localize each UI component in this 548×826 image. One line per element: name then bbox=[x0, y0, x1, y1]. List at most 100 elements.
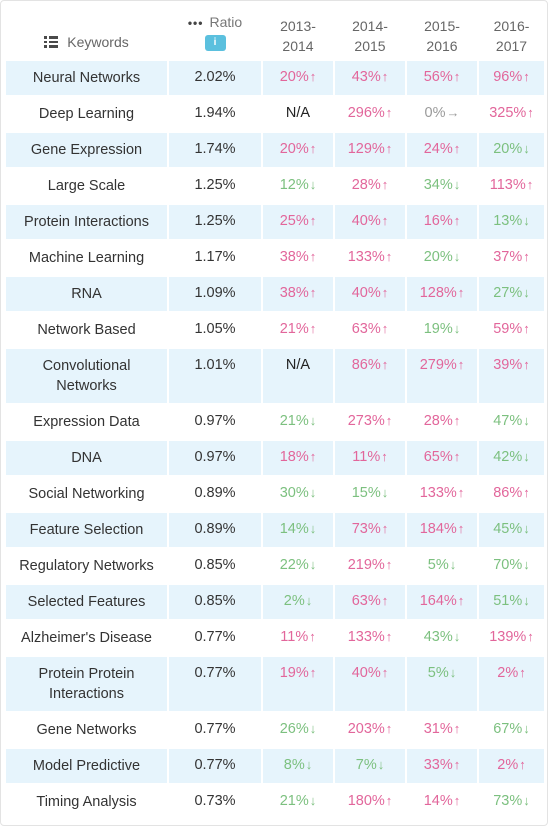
table-row: Model Predictive 0.77% 8%↓ 7%↓ 33%↑ 2%↑ bbox=[6, 749, 544, 785]
change-value: 37% bbox=[493, 249, 523, 265]
arrow-up-icon: ↑ bbox=[309, 629, 316, 644]
ratio-cell: 0.77% bbox=[169, 713, 263, 747]
keyword-cell: Neural Networks bbox=[6, 61, 169, 95]
change-value: 113% bbox=[489, 177, 526, 193]
keyword-cell: Large Scale bbox=[6, 169, 169, 203]
table-row: Gene Expression 1.74% 20%↑ 129%↑ 24%↑ 20%↓ bbox=[6, 133, 544, 169]
ratio-cell: 0.89% bbox=[169, 477, 263, 511]
arrow-up-icon: ↑ bbox=[385, 249, 393, 264]
change-value: 22% bbox=[279, 557, 309, 573]
change-cell: 279%↑ bbox=[407, 349, 479, 403]
info-icon[interactable]: i bbox=[204, 35, 226, 51]
change-cell: 28%↑ bbox=[407, 405, 479, 439]
year-header-end: 2015 bbox=[354, 38, 386, 54]
keyword-cell: Protein Protein Interactions bbox=[6, 657, 169, 711]
keyword-cell: Protein Interactions bbox=[6, 205, 169, 239]
change-cell: 63%↑ bbox=[335, 313, 407, 347]
change-cell: 113%↑ bbox=[479, 169, 544, 203]
arrow-up-icon: ↑ bbox=[523, 321, 530, 336]
arrow-down-icon: ↓ bbox=[309, 793, 317, 808]
change-cell: 14%↓ bbox=[263, 513, 335, 547]
ratio-column-header[interactable]: ••• Ratio i bbox=[169, 6, 263, 59]
change-cell: 2%↑ bbox=[479, 657, 544, 711]
year-column-header[interactable]: 2014- 2015 bbox=[335, 6, 407, 59]
arrow-up-icon: ↑ bbox=[527, 105, 534, 120]
change-value: 133% bbox=[419, 485, 457, 501]
change-value: 15% bbox=[351, 485, 381, 501]
change-value: 86% bbox=[351, 357, 381, 373]
year-header-end: 2016 bbox=[426, 38, 458, 54]
keyword-cell: Machine Learning bbox=[6, 241, 169, 275]
ratio-header-label: Ratio bbox=[209, 14, 243, 30]
list-icon bbox=[44, 36, 59, 48]
arrow-up-icon: ↑ bbox=[381, 69, 389, 84]
year-column-header[interactable]: 2016- 2017 bbox=[479, 6, 544, 59]
change-cell: 43%↓ bbox=[407, 621, 479, 655]
change-value: 33% bbox=[423, 757, 453, 773]
change-cell: 5%↓ bbox=[407, 657, 479, 711]
arrow-up-icon: ↑ bbox=[385, 557, 393, 572]
arrow-up-icon: ↑ bbox=[381, 177, 389, 192]
change-value: 20% bbox=[279, 69, 309, 85]
year-header-start: 2014- bbox=[352, 18, 388, 34]
change-value: 26% bbox=[279, 721, 309, 737]
arrow-up-icon: ↑ bbox=[381, 285, 389, 300]
arrow-up-icon: ↑ bbox=[309, 213, 317, 228]
arrow-up-icon: ↑ bbox=[453, 449, 461, 464]
keywords-column-header[interactable]: Keywords bbox=[6, 6, 169, 59]
arrow-up-icon: ↑ bbox=[385, 105, 393, 120]
change-value: 47% bbox=[493, 413, 523, 429]
table-body: Neural Networks 2.02% 20%↑ 43%↑ 56%↑ 96%↑ Deep… bbox=[6, 61, 544, 821]
change-value: 40% bbox=[351, 665, 381, 681]
table-row: Machine Learning 1.17% 38%↑ 133%↑ 20%↓ 37%↑ bbox=[6, 241, 544, 277]
change-cell: 30%↓ bbox=[263, 477, 335, 511]
change-value: 2% bbox=[497, 665, 519, 681]
change-cell: 128%↑ bbox=[407, 277, 479, 311]
year-column-header[interactable]: 2015- 2016 bbox=[407, 6, 479, 59]
arrow-up-icon: ↑ bbox=[309, 141, 317, 156]
arrow-up-icon: ↑ bbox=[381, 521, 389, 536]
change-value: 43% bbox=[423, 629, 453, 645]
change-value: 12% bbox=[279, 177, 309, 193]
change-cell: 63%↑ bbox=[335, 585, 407, 619]
table-row: Regulatory Networks 0.85% 22%↓ 219%↑ 5%↓ 70%↓ bbox=[6, 549, 544, 585]
arrow-up-icon: ↑ bbox=[381, 321, 389, 336]
change-value: 63% bbox=[351, 321, 381, 337]
change-cell: 56%↑ bbox=[407, 61, 479, 95]
arrow-up-icon: ↑ bbox=[457, 485, 465, 500]
ratio-cell: 1.25% bbox=[169, 169, 263, 203]
change-value: 73% bbox=[351, 521, 381, 537]
arrow-up-icon: ↑ bbox=[385, 721, 393, 736]
arrow-down-icon: ↓ bbox=[453, 321, 461, 336]
change-value: 67% bbox=[493, 721, 523, 737]
arrow-up-icon: ↑ bbox=[453, 69, 461, 84]
change-cell: 133%↑ bbox=[335, 621, 407, 655]
change-cell: 184%↑ bbox=[407, 513, 479, 547]
change-cell: 180%↑ bbox=[335, 785, 407, 819]
change-value: 25% bbox=[279, 213, 309, 229]
change-value: N/A bbox=[285, 105, 311, 121]
table-row: DNA 0.97% 18%↑ 11%↑ 65%↑ 42%↓ bbox=[6, 441, 544, 477]
table-row: Timing Analysis 0.73% 21%↓ 180%↑ 14%↑ 73%↓ bbox=[6, 785, 544, 821]
keyword-cell: Expression Data bbox=[6, 405, 169, 439]
table-row: Neural Networks 2.02% 20%↑ 43%↑ 56%↑ 96%↑ bbox=[6, 61, 544, 97]
change-cell: 133%↑ bbox=[407, 477, 479, 511]
keyword-cell: RNA bbox=[6, 277, 169, 311]
change-value: 14% bbox=[423, 793, 453, 809]
year-column-header[interactable]: 2013- 2014 bbox=[263, 6, 335, 59]
change-value: 28% bbox=[423, 413, 453, 429]
arrow-up-icon: ↑ bbox=[457, 285, 465, 300]
change-cell: 40%↑ bbox=[335, 205, 407, 239]
change-cell: 21%↑ bbox=[263, 313, 335, 347]
change-cell: 42%↓ bbox=[479, 441, 544, 475]
change-value: N/A bbox=[285, 357, 311, 373]
arrow-up-icon: ↑ bbox=[523, 69, 530, 84]
arrow-up-icon: ↑ bbox=[526, 177, 534, 192]
change-value: 164% bbox=[419, 593, 457, 609]
change-value: 31% bbox=[423, 721, 453, 737]
change-cell: N/A bbox=[263, 349, 335, 403]
change-cell: 325%↑ bbox=[479, 97, 544, 131]
change-value: 65% bbox=[423, 449, 453, 465]
change-value: 2% bbox=[283, 593, 305, 609]
change-cell: 7%↓ bbox=[335, 749, 407, 783]
